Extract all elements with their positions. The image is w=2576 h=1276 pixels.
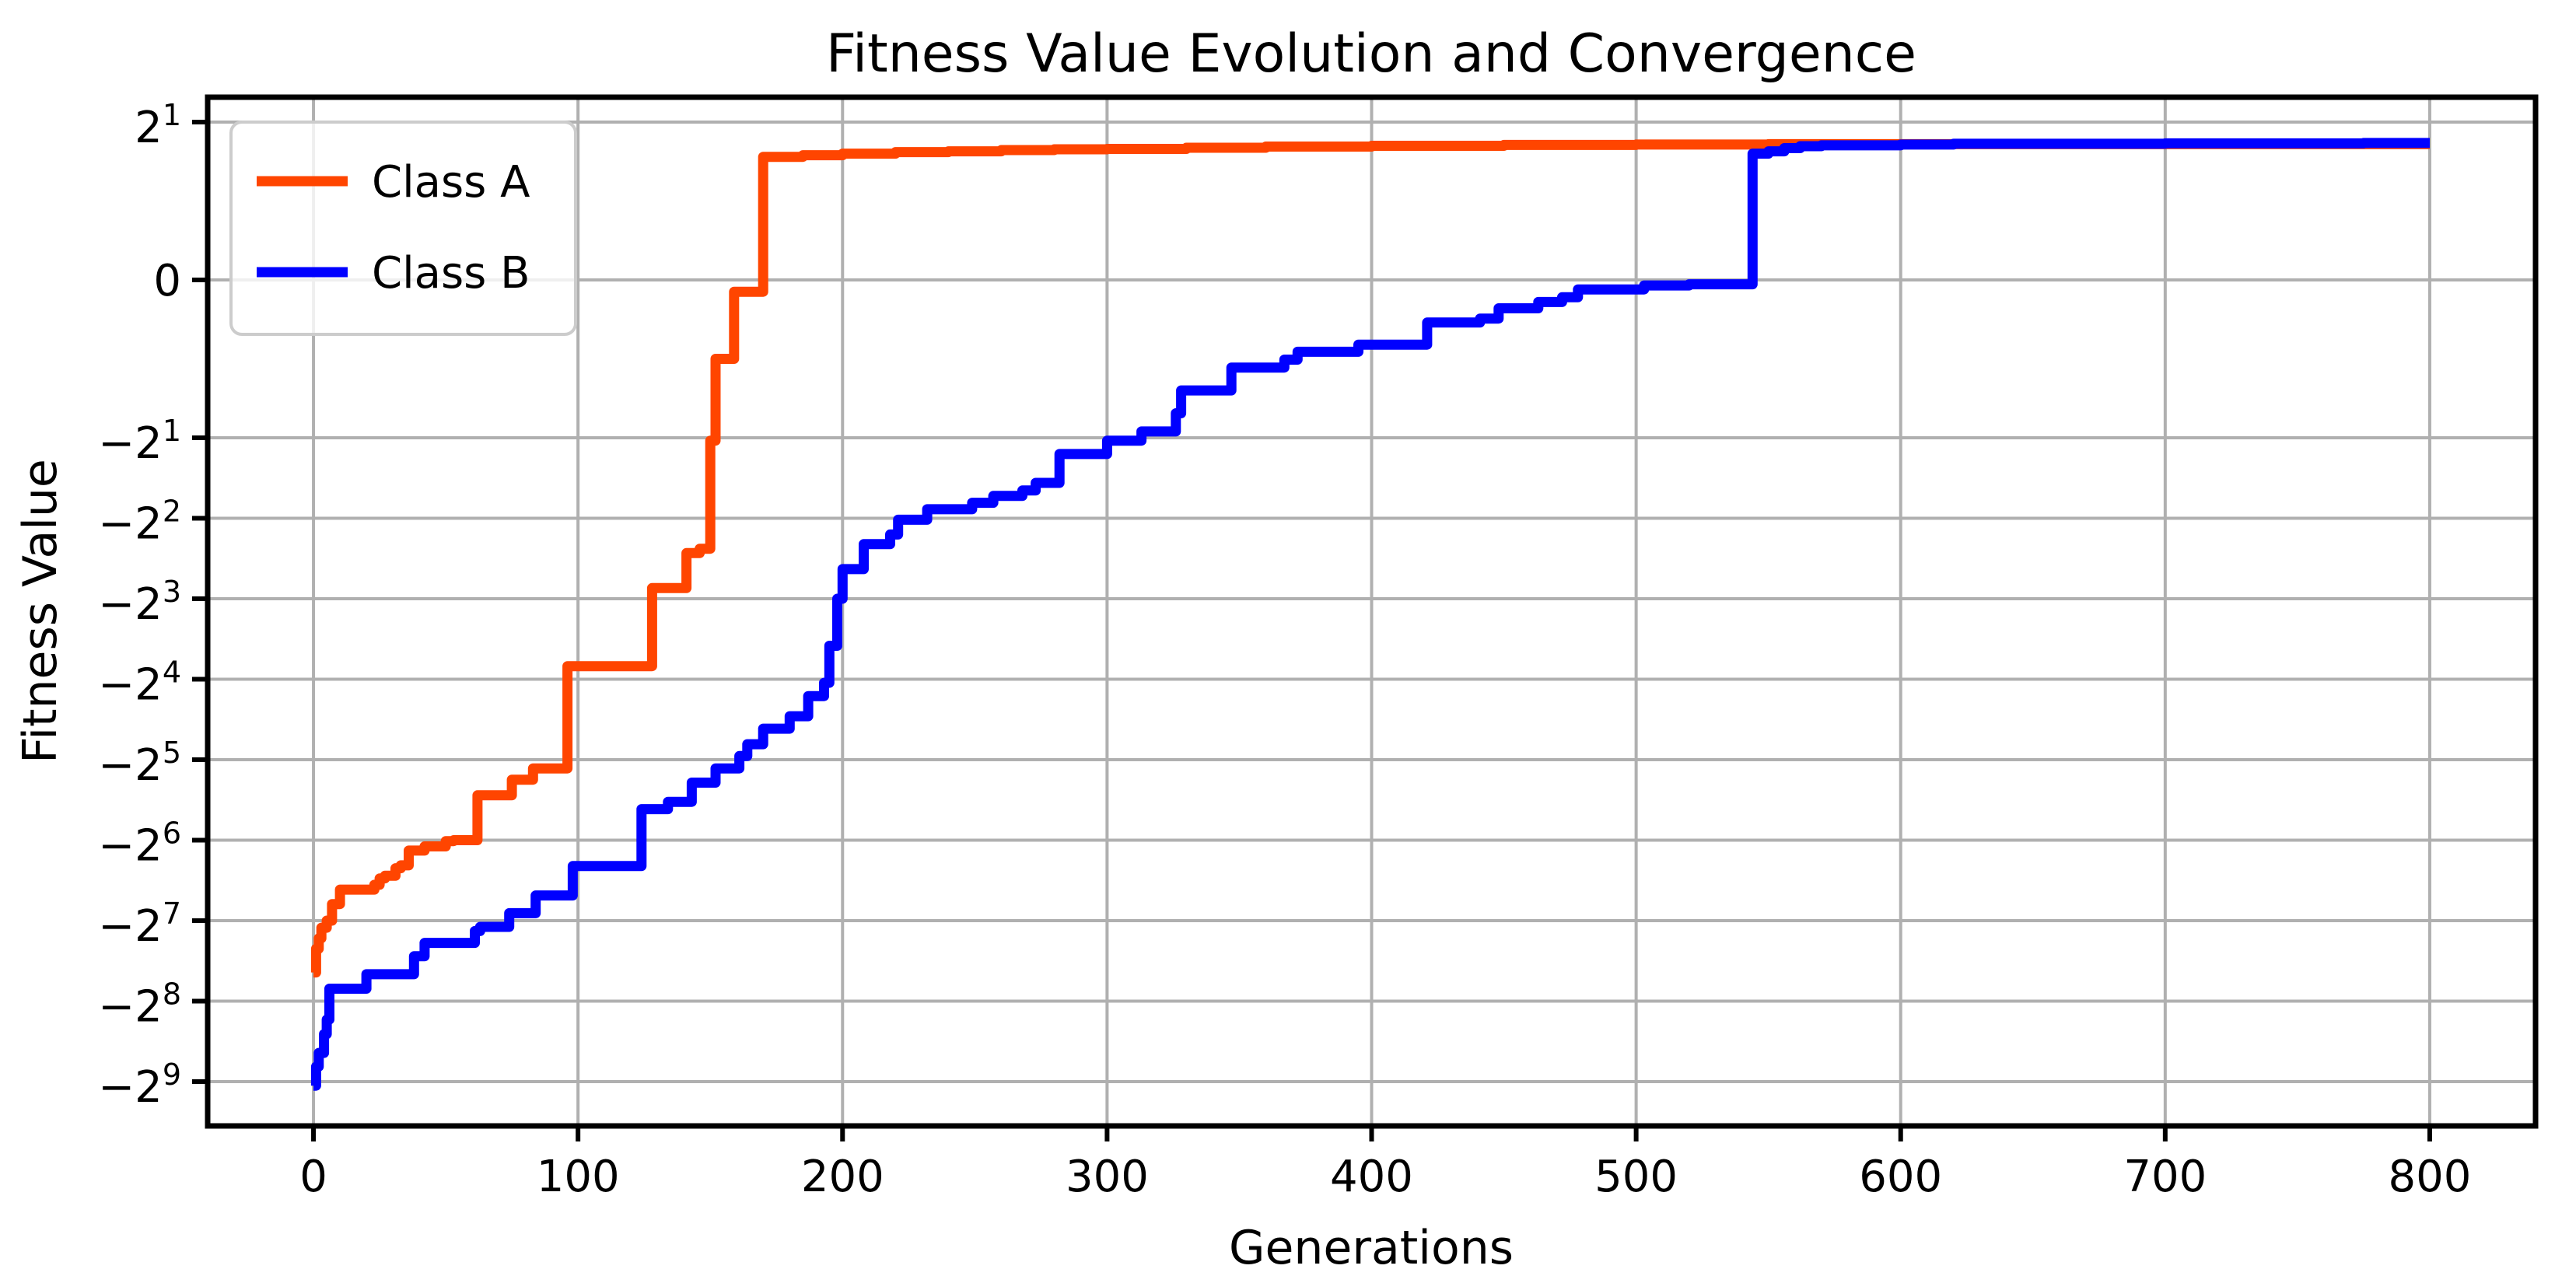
- x-tick-label: 100: [537, 1152, 620, 1202]
- series-lines: [310, 138, 2430, 1091]
- legend-box: [229, 121, 577, 336]
- x-tick-label: 400: [1330, 1152, 1413, 1202]
- y-tick-label: −21: [98, 414, 181, 469]
- y-tick-label: −28: [98, 977, 181, 1033]
- y-tick-label: −23: [98, 575, 181, 630]
- y-tick-label: −27: [98, 897, 181, 952]
- grid-lines: [208, 97, 2536, 1126]
- x-tick-label: 800: [2389, 1152, 2472, 1202]
- legend: Class A Class B: [229, 121, 577, 336]
- x-tick-label: 300: [1066, 1152, 1149, 1202]
- legend-label: Class B: [372, 248, 530, 299]
- legend-label: Class A: [372, 157, 530, 208]
- x-axis-label: Generations: [1229, 1221, 1514, 1275]
- y-tick-label: 21: [135, 98, 181, 153]
- y-tick-label: −24: [98, 655, 181, 711]
- tick-marks-and-labels: 0 100 200 300 400 500 600 700 800 21 0 −21 −22 −23 −24…: [98, 98, 2471, 1202]
- y-axis-label: Fitness Value: [13, 459, 68, 764]
- y-tick-label: −22: [98, 495, 181, 550]
- x-tick-label: 700: [2123, 1152, 2207, 1202]
- series-line-class-b: [310, 138, 2430, 1091]
- x-tick-label: 0: [299, 1152, 327, 1202]
- y-tick-label: 0: [153, 256, 181, 306]
- y-tick-label: −26: [98, 816, 181, 872]
- series-line-class-a: [310, 138, 2430, 978]
- x-tick-label: 500: [1594, 1152, 1678, 1202]
- y-tick-label: −25: [98, 736, 181, 791]
- y-tick-label: −29: [98, 1058, 181, 1113]
- chart-title: Fitness Value Evolution and Convergence: [826, 23, 1916, 85]
- x-tick-label: 600: [1859, 1152, 1942, 1202]
- x-tick-label: 200: [801, 1152, 884, 1202]
